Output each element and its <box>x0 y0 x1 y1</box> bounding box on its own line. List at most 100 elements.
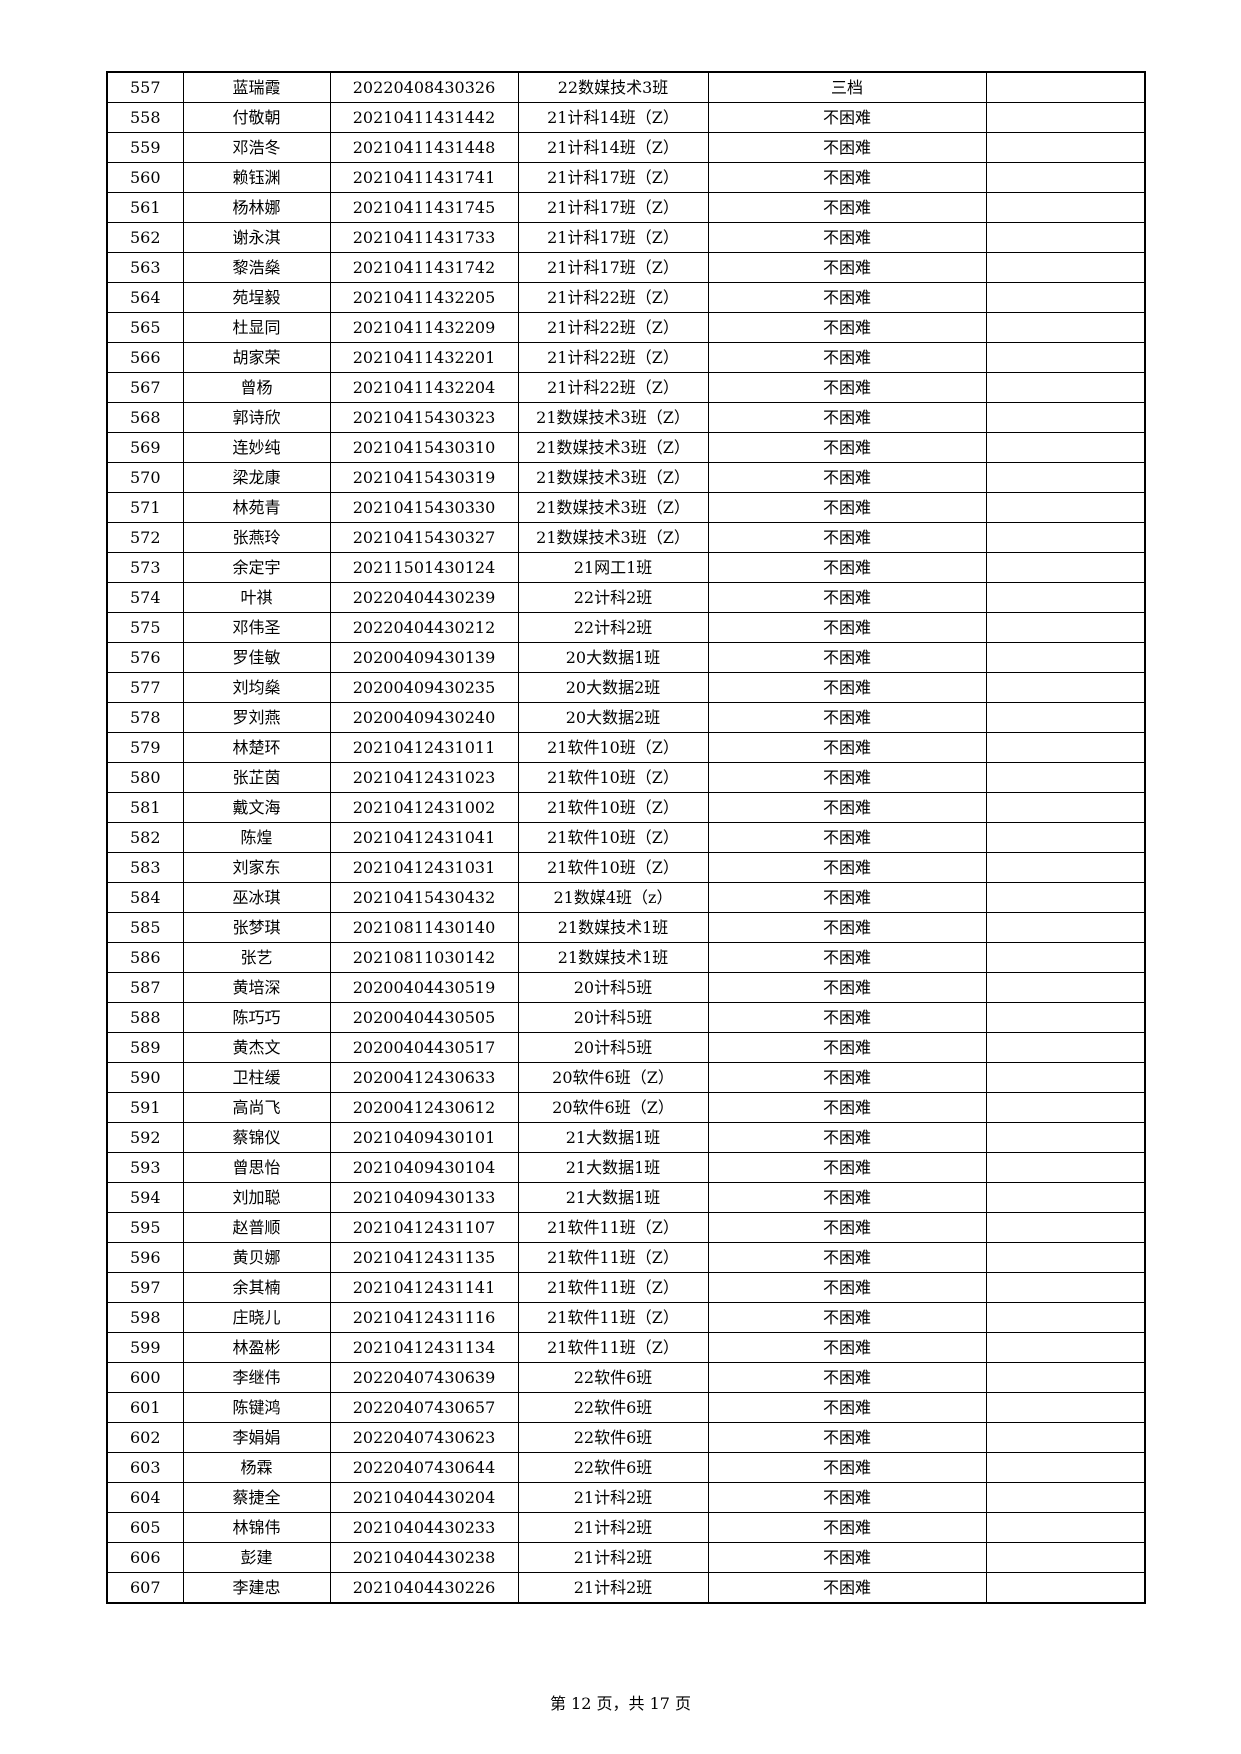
remarks-cell <box>985 1182 1146 1213</box>
student-id-cell: 20210404430226 <box>329 1572 519 1604</box>
table-row: 587 黄培深 20200404430519 20计科5班 不困难 <box>106 972 1146 1003</box>
difficulty-level-cell: 不困难 <box>707 642 987 673</box>
row-number-cell: 583 <box>106 852 184 883</box>
class-name-cell: 21数媒技术3班（Z） <box>517 492 709 523</box>
table-row: 605 林锦伟 20210404430233 21计科2班 不困难 <box>106 1512 1146 1543</box>
student-name-cell: 林盈彬 <box>182 1332 331 1363</box>
remarks-cell <box>985 852 1146 883</box>
student-id-cell: 20210404430238 <box>329 1542 519 1573</box>
remarks-cell <box>985 372 1146 403</box>
student-id-cell: 20210411432205 <box>329 282 519 313</box>
difficulty-level-cell: 不困难 <box>707 402 987 433</box>
student-name-cell: 卫柱缓 <box>182 1062 331 1093</box>
row-number-cell: 594 <box>106 1182 184 1213</box>
student-name-cell: 蓝瑞霞 <box>182 71 331 103</box>
row-number-cell: 574 <box>106 582 184 613</box>
row-number-cell: 569 <box>106 432 184 463</box>
row-number-cell: 597 <box>106 1272 184 1303</box>
student-id-cell: 20200404430519 <box>329 972 519 1003</box>
student-id-cell: 20210411431745 <box>329 192 519 223</box>
difficulty-level-cell: 不困难 <box>707 1482 987 1513</box>
remarks-cell <box>985 1332 1146 1363</box>
remarks-cell <box>985 642 1146 673</box>
table-row: 578 罗刘燕 20200409430240 20大数据2班 不困难 <box>106 702 1146 733</box>
student-name-cell: 郭诗欣 <box>182 402 331 433</box>
remarks-cell <box>985 1152 1146 1183</box>
student-name-cell: 黄贝娜 <box>182 1242 331 1273</box>
row-number-cell: 587 <box>106 972 184 1003</box>
student-id-cell: 20210412431134 <box>329 1332 519 1363</box>
row-number-cell: 586 <box>106 942 184 973</box>
student-id-cell: 20210415430310 <box>329 432 519 463</box>
row-number-cell: 585 <box>106 912 184 943</box>
student-name-cell: 李娟娟 <box>182 1422 331 1453</box>
remarks-cell <box>985 912 1146 943</box>
student-name-cell: 林楚环 <box>182 732 331 763</box>
difficulty-level-cell: 不困难 <box>707 1032 987 1063</box>
class-name-cell: 21软件11班（Z） <box>517 1332 709 1363</box>
difficulty-level-cell: 不困难 <box>707 852 987 883</box>
remarks-cell <box>985 792 1146 823</box>
remarks-cell <box>985 492 1146 523</box>
row-number-cell: 561 <box>106 192 184 223</box>
remarks-cell <box>985 1002 1146 1033</box>
class-name-cell: 21软件11班（Z） <box>517 1212 709 1243</box>
remarks-cell <box>985 1272 1146 1303</box>
remarks-cell <box>985 192 1146 223</box>
table-row: 573 余定宇 20211501430124 21网工1班 不困难 <box>106 552 1146 583</box>
row-number-cell: 564 <box>106 282 184 313</box>
student-id-cell: 20210415430432 <box>329 882 519 913</box>
difficulty-level-cell: 不困难 <box>707 1392 987 1423</box>
class-name-cell: 20计科5班 <box>517 1032 709 1063</box>
remarks-cell <box>985 1482 1146 1513</box>
row-number-cell: 559 <box>106 132 184 163</box>
remarks-cell <box>985 162 1146 193</box>
row-number-cell: 605 <box>106 1512 184 1543</box>
row-number-cell: 589 <box>106 1032 184 1063</box>
class-name-cell: 20软件6班（Z） <box>517 1092 709 1123</box>
student-id-cell: 20210411432204 <box>329 372 519 403</box>
difficulty-level-cell: 不困难 <box>707 1212 987 1243</box>
table-row: 572 张燕玲 20210415430327 21数媒技术3班（Z） 不困难 <box>106 522 1146 553</box>
student-id-cell: 20211501430124 <box>329 552 519 583</box>
row-number-cell: 560 <box>106 162 184 193</box>
difficulty-level-cell: 不困难 <box>707 282 987 313</box>
remarks-cell <box>985 942 1146 973</box>
difficulty-level-cell: 不困难 <box>707 522 987 553</box>
student-name-cell: 刘加聪 <box>182 1182 331 1213</box>
table-row: 570 梁龙康 20210415430319 21数媒技术3班（Z） 不困难 <box>106 462 1146 493</box>
table-row: 569 连妙纯 20210415430310 21数媒技术3班（Z） 不困难 <box>106 432 1146 463</box>
student-id-cell: 20210412431041 <box>329 822 519 853</box>
remarks-cell <box>985 972 1146 1003</box>
table-row: 603 杨霖 20220407430644 22软件6班 不困难 <box>106 1452 1146 1483</box>
remarks-cell <box>985 432 1146 463</box>
remarks-cell <box>985 1302 1146 1333</box>
table-row: 596 黄贝娜 20210412431135 21软件11班（Z） 不困难 <box>106 1242 1146 1273</box>
remarks-cell <box>985 1092 1146 1123</box>
row-number-cell: 607 <box>106 1572 184 1604</box>
student-id-cell: 20210409430104 <box>329 1152 519 1183</box>
table-row: 588 陈巧巧 20200404430505 20计科5班 不困难 <box>106 1002 1146 1033</box>
table-row: 598 庄晓儿 20210412431116 21软件11班（Z） 不困难 <box>106 1302 1146 1333</box>
difficulty-level-cell: 不困难 <box>707 102 987 133</box>
student-name-cell: 陈巧巧 <box>182 1002 331 1033</box>
table-row: 595 赵普顺 20210412431107 21软件11班（Z） 不困难 <box>106 1212 1146 1243</box>
row-number-cell: 581 <box>106 792 184 823</box>
student-id-cell: 20210411432201 <box>329 342 519 373</box>
student-name-cell: 刘家东 <box>182 852 331 883</box>
difficulty-level-cell: 不困难 <box>707 882 987 913</box>
remarks-cell <box>985 132 1146 163</box>
student-id-cell: 20220407430657 <box>329 1392 519 1423</box>
class-name-cell: 21数媒技术3班（Z） <box>517 402 709 433</box>
difficulty-level-cell: 不困难 <box>707 432 987 463</box>
difficulty-level-cell: 不困难 <box>707 972 987 1003</box>
remarks-cell <box>985 1242 1146 1273</box>
remarks-cell <box>985 222 1146 253</box>
student-id-cell: 20210412431002 <box>329 792 519 823</box>
class-name-cell: 21大数据1班 <box>517 1122 709 1153</box>
class-name-cell: 21软件10班（Z） <box>517 792 709 823</box>
row-number-cell: 588 <box>106 1002 184 1033</box>
remarks-cell <box>985 342 1146 373</box>
row-number-cell: 571 <box>106 492 184 523</box>
row-number-cell: 566 <box>106 342 184 373</box>
